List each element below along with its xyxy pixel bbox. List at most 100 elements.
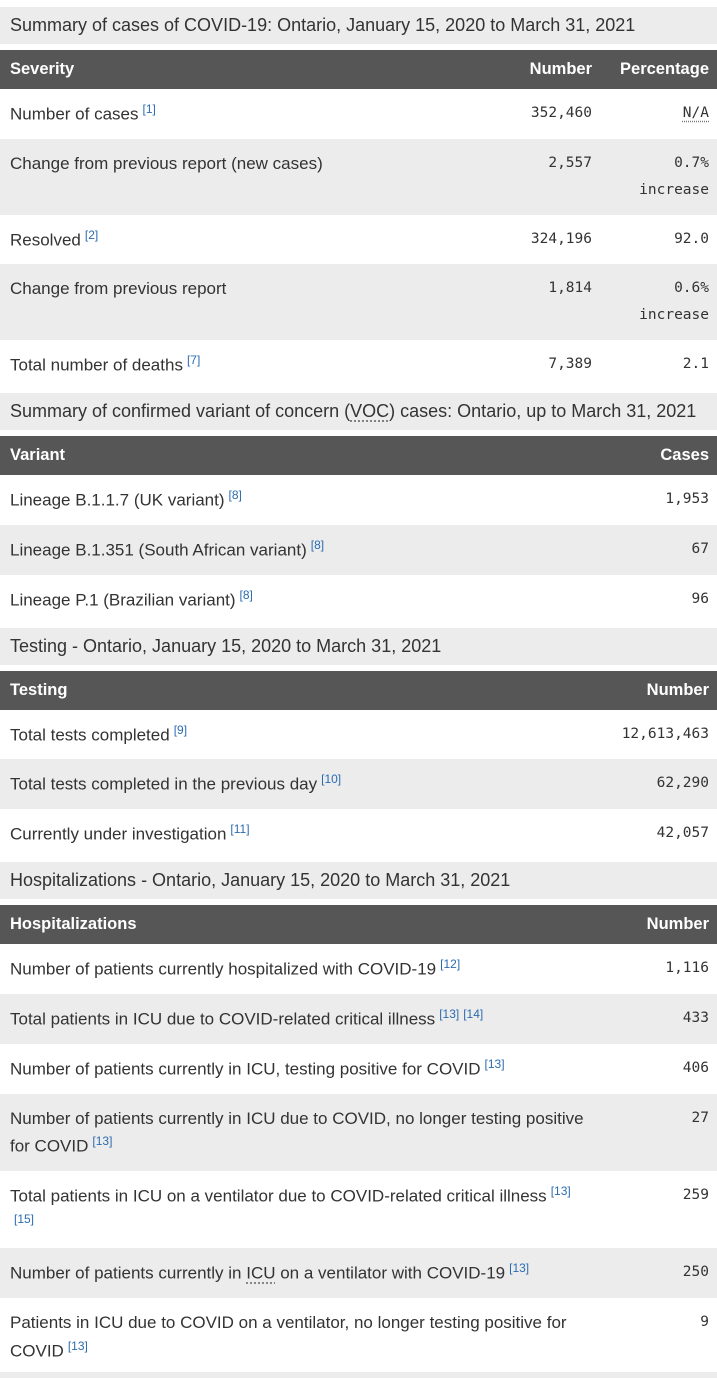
section-title-hospitalizations-text: Hospitalizations - Ontario, January 15, … <box>10 870 511 891</box>
row-label-cell: Lineage B.1.351 (South African variant)[… <box>0 525 600 575</box>
footnote-2-link[interactable]: [2] <box>84 227 99 242</box>
row-label: Number of patients currently hospitalize… <box>10 959 437 979</box>
row-label: Number of patients currently in ICU, tes… <box>10 1059 481 1079</box>
section-title-voc: Summary of confirmed variant of concern … <box>0 392 717 430</box>
table-row: Total tests completed in the previous da… <box>0 759 717 810</box>
table-row: Lineage B.1.1.7 (UK variant) [8] 1,953 <box>0 475 717 525</box>
table-row: Number of patients currently hospitalize… <box>0 944 717 994</box>
row-percentage-value: 0.6% <box>674 280 709 297</box>
column-header-number: Number <box>600 670 717 710</box>
row-number-value: 1,116 <box>665 960 709 977</box>
column-header-variant: Variant <box>0 435 600 475</box>
row-label: Total number of deaths <box>10 355 183 375</box>
table-row: Total patients in ICU due to COVID-relat… <box>0 994 717 1044</box>
column-header-testing: Testing <box>0 670 600 710</box>
table-row: Total number of deaths [7] 7,389 2.1 <box>0 340 717 390</box>
hospitalizations-table-header-row: Hospitalizations Number <box>0 905 717 945</box>
table-row: Total patients in ICU on a ventilator du… <box>0 1171 717 1249</box>
footnote-13-link[interactable]: [13] <box>67 1338 88 1353</box>
row-number-cell: 42,057 <box>600 809 717 859</box>
row-number-value: 433 <box>682 1010 709 1027</box>
footnote-7-link[interactable]: [7] <box>186 353 201 368</box>
row-percentage-cell: 0.6% increase <box>600 264 717 340</box>
footnote-1-link[interactable]: [1] <box>142 102 156 117</box>
row-percentage-value: 92.0 <box>674 230 709 247</box>
row-label: Change from previous report (new cases) <box>10 153 323 173</box>
footnote-13-link[interactable]: [13] <box>509 1261 530 1276</box>
footnote-13-link[interactable]: [13] <box>92 1133 113 1148</box>
row-number-cell: 259 <box>600 1171 717 1249</box>
row-label-cell: Currently under investigation [11] <box>0 809 600 859</box>
cases-table: Severity Number Percentage Number of cas… <box>0 50 717 390</box>
column-header-number: Number <box>500 50 600 90</box>
testing-table-header-row: Testing Number <box>0 670 717 710</box>
next-section-partial-row <box>0 1372 717 1378</box>
row-number-value: 406 <box>682 1059 709 1076</box>
footnote-10-link[interactable]: [10] <box>321 772 342 787</box>
row-label: Total patients in ICU due to COVID-relat… <box>10 1009 436 1029</box>
footnote-8-link[interactable]: [8] <box>239 587 253 602</box>
row-label-cell: Number of patients currently in ICU, tes… <box>0 1044 600 1094</box>
row-number-value: 96 <box>691 590 709 607</box>
row-number-cell: 406 <box>600 1044 717 1094</box>
row-number-value: 250 <box>682 1264 709 1281</box>
row-number-cell: 433 <box>600 994 717 1044</box>
row-label: Lineage P.1 (Brazilian variant) <box>10 590 236 610</box>
row-number-cell: 9 <box>600 1298 717 1375</box>
column-header-hospitalizations: Hospitalizations <box>0 905 600 945</box>
row-number-value: 27 <box>691 1109 709 1126</box>
section-title-voc-text: Summary of confirmed variant of concern … <box>10 400 351 421</box>
row-number-value: 42,057 <box>656 825 709 842</box>
table-row: Change from previous report 1,814 0.6% in… <box>0 264 717 341</box>
row-label: Lineage B.1.1.7 (UK variant) <box>10 490 225 510</box>
row-label: Change from previous report <box>10 279 227 299</box>
row-number-cell: 1,814 <box>500 264 600 340</box>
row-number-cell: 27 <box>600 1094 717 1171</box>
table-row: Lineage P.1 (Brazilian variant) [8] 96 <box>0 575 717 625</box>
footnote-9-link[interactable]: [9] <box>173 722 188 737</box>
table-row: Change from previous report (new cases) … <box>0 138 717 215</box>
footnote-13-link[interactable]: [13] <box>550 1183 571 1198</box>
footnote-8-link[interactable]: [8] <box>310 537 325 552</box>
row-label-cell: Change from previous report (new cases) <box>0 139 500 215</box>
table-row: Number of cases [1] 352,460 N/A <box>0 89 717 139</box>
row-label: Number of patients currently in ICU due … <box>10 1108 584 1156</box>
row-number-cell: 2,557 <box>500 139 600 215</box>
column-header-number: Number <box>600 905 717 945</box>
row-number-cell: 1,116 <box>600 944 717 994</box>
row-label: Currently under investigation <box>10 824 227 844</box>
footnote-13-link[interactable]: [13] <box>439 1007 460 1022</box>
voc-table: Variant Cases Lineage B.1.1.7 (UK varian… <box>0 435 717 625</box>
row-label-cell: Lineage P.1 (Brazilian variant) [8] <box>0 575 600 625</box>
row-number-cell: 1,953 <box>600 475 717 525</box>
row-number-value: 2,557 <box>548 154 592 171</box>
column-header-percentage: Percentage <box>600 50 717 90</box>
footnote-13-link[interactable]: [13] <box>484 1056 505 1071</box>
row-label: Number of cases <box>10 104 139 124</box>
section-title-cases-text: Summary of cases of COVID-19: Ontario, J… <box>10 15 636 35</box>
footnote-11-link[interactable]: [11] <box>230 822 250 837</box>
footnote-12-link[interactable]: [12] <box>440 957 461 972</box>
row-number-cell: 250 <box>600 1248 717 1298</box>
table-row: Resolved [2] 324,196 92.0 <box>0 215 717 265</box>
table-row: Number of patients currently in ICU, tes… <box>0 1044 717 1094</box>
section-title-voc-text-end: ) cases: Ontario, up to March 31, 2021 <box>389 400 697 421</box>
row-label: Total tests completed in the previous da… <box>10 775 318 795</box>
column-header-severity: Severity <box>0 50 500 90</box>
row-number-cell: 324,196 <box>500 215 600 265</box>
voc-table-header-row: Variant Cases <box>0 435 717 475</box>
hospitalizations-table: Hospitalizations Number Number of patien… <box>0 905 717 1375</box>
footnote-8-link[interactable]: [8] <box>228 487 242 502</box>
row-label-cell: Total patients in ICU due to COVID-relat… <box>0 994 600 1044</box>
footnote-14-link[interactable]: [14] <box>463 1007 484 1022</box>
row-label-cell: Patients in ICU due to COVID on a ventil… <box>0 1298 600 1375</box>
testing-table: Testing Number Total tests completed [9] … <box>0 670 717 860</box>
row-label-cell: Total tests completed [9] <box>0 710 600 760</box>
row-label-cell: Number of patients currently in ICU on a… <box>0 1248 600 1298</box>
row-label-cell: Number of patients currently in ICU due … <box>0 1094 600 1171</box>
row-number-value: 259 <box>682 1186 709 1203</box>
row-number-value: 7,389 <box>548 356 592 373</box>
footnote-15-link[interactable]: [15] <box>14 1211 35 1226</box>
row-number-value: 9 <box>700 1314 709 1331</box>
